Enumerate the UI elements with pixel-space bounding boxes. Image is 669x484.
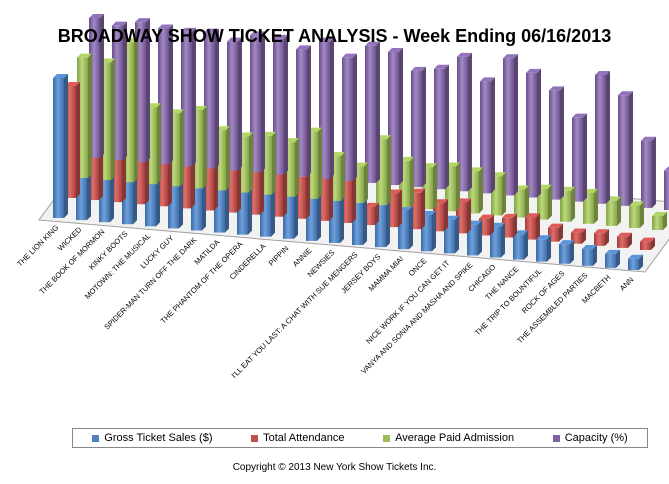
category-label-0: THE LION KING — [15, 223, 60, 268]
bar-0-22 — [559, 240, 574, 264]
bar-3-19 — [526, 68, 541, 198]
bar-3-22 — [595, 70, 610, 204]
bar-3-0 — [89, 14, 104, 158]
copyright-notice: Copyright © 2013 New York Show Tickets I… — [232, 462, 437, 473]
bar-3-23 — [618, 91, 633, 206]
bar-1-18 — [479, 214, 494, 236]
bar-3-17 — [480, 77, 495, 194]
bar-3-12 — [365, 41, 380, 183]
bar-3-24 — [641, 136, 656, 208]
category-label-6: SPIDER-MAN TURN OFF THE DARK — [102, 236, 198, 332]
legend-swatch-capacity — [552, 434, 560, 442]
legend-item-attendance: Total Attendance — [251, 432, 344, 444]
legend-label-attendance: Total Attendance — [263, 432, 345, 444]
legend-swatch-gross — [92, 434, 100, 442]
bar-1-0 — [65, 82, 80, 198]
bar-3-20 — [549, 86, 564, 200]
bar-3-6 — [227, 37, 242, 171]
bar-3-4 — [181, 27, 196, 167]
category-label-11: ANNIE — [291, 246, 314, 269]
bar-3-10 — [319, 37, 334, 179]
bar-3-2 — [135, 18, 150, 163]
bar-1-23 — [594, 229, 609, 246]
category-label-10: PIPPIN — [267, 244, 291, 268]
chart-title: BROADWAY SHOW TICKET ANALYSIS - Week End… — [57, 26, 612, 46]
category-label-25: ANN — [618, 275, 636, 293]
legend-label-avg-paid: Average Paid Admission — [395, 432, 515, 444]
legend-label-gross: Gross Ticket Sales ($) — [104, 432, 213, 444]
category-label-16: ONCE — [407, 256, 429, 278]
bar-3-8 — [273, 34, 288, 175]
bar-0-24 — [605, 249, 620, 268]
bar-2-0 — [77, 53, 92, 178]
bar-2-2 — [123, 38, 138, 183]
bar-3-7 — [250, 31, 265, 173]
bar-1-24 — [617, 232, 632, 248]
bar-0-25 — [628, 254, 643, 270]
legend-item-gross: Gross Ticket Sales ($) — [92, 432, 213, 444]
bar-3-1 — [112, 21, 127, 161]
legend: Gross Ticket Sales ($) Total Attendance … — [72, 428, 648, 448]
bar-3-11 — [342, 53, 357, 181]
bar-3-14 — [411, 66, 426, 188]
bar-3-9 — [296, 45, 311, 177]
bar-3-3 — [158, 24, 173, 165]
bar-1-21 — [548, 223, 563, 242]
bar-3-18 — [503, 54, 518, 196]
legend-swatch-avg-paid — [383, 434, 391, 442]
bar-3-15 — [434, 64, 449, 190]
bar-3-25 — [664, 166, 669, 210]
bar-1-20 — [525, 213, 540, 240]
bar-0-23 — [582, 245, 597, 266]
bar-0-0 — [53, 74, 68, 218]
bar-2-24 — [629, 201, 644, 228]
bar-0-21 — [536, 235, 551, 262]
bar-3-16 — [457, 52, 472, 192]
bar-3-5 — [204, 28, 219, 169]
bar-3-21 — [572, 113, 587, 202]
bar-1-19 — [502, 213, 517, 238]
bar-3-13 — [388, 48, 403, 186]
legend-item-avg-paid: Average Paid Admission — [383, 432, 514, 444]
legend-item-capacity: Capacity (%) — [552, 432, 628, 444]
bar-2-25 — [652, 212, 667, 230]
category-label-13: I'LL EAT YOU LAST: A CHAT WITH SUE MENGE… — [230, 250, 360, 380]
bar-1-25 — [640, 237, 655, 250]
legend-swatch-attendance — [251, 434, 259, 442]
legend-label-capacity: Capacity (%) — [564, 432, 628, 444]
bar-1-13 — [364, 202, 379, 226]
bar-1-22 — [571, 228, 586, 244]
